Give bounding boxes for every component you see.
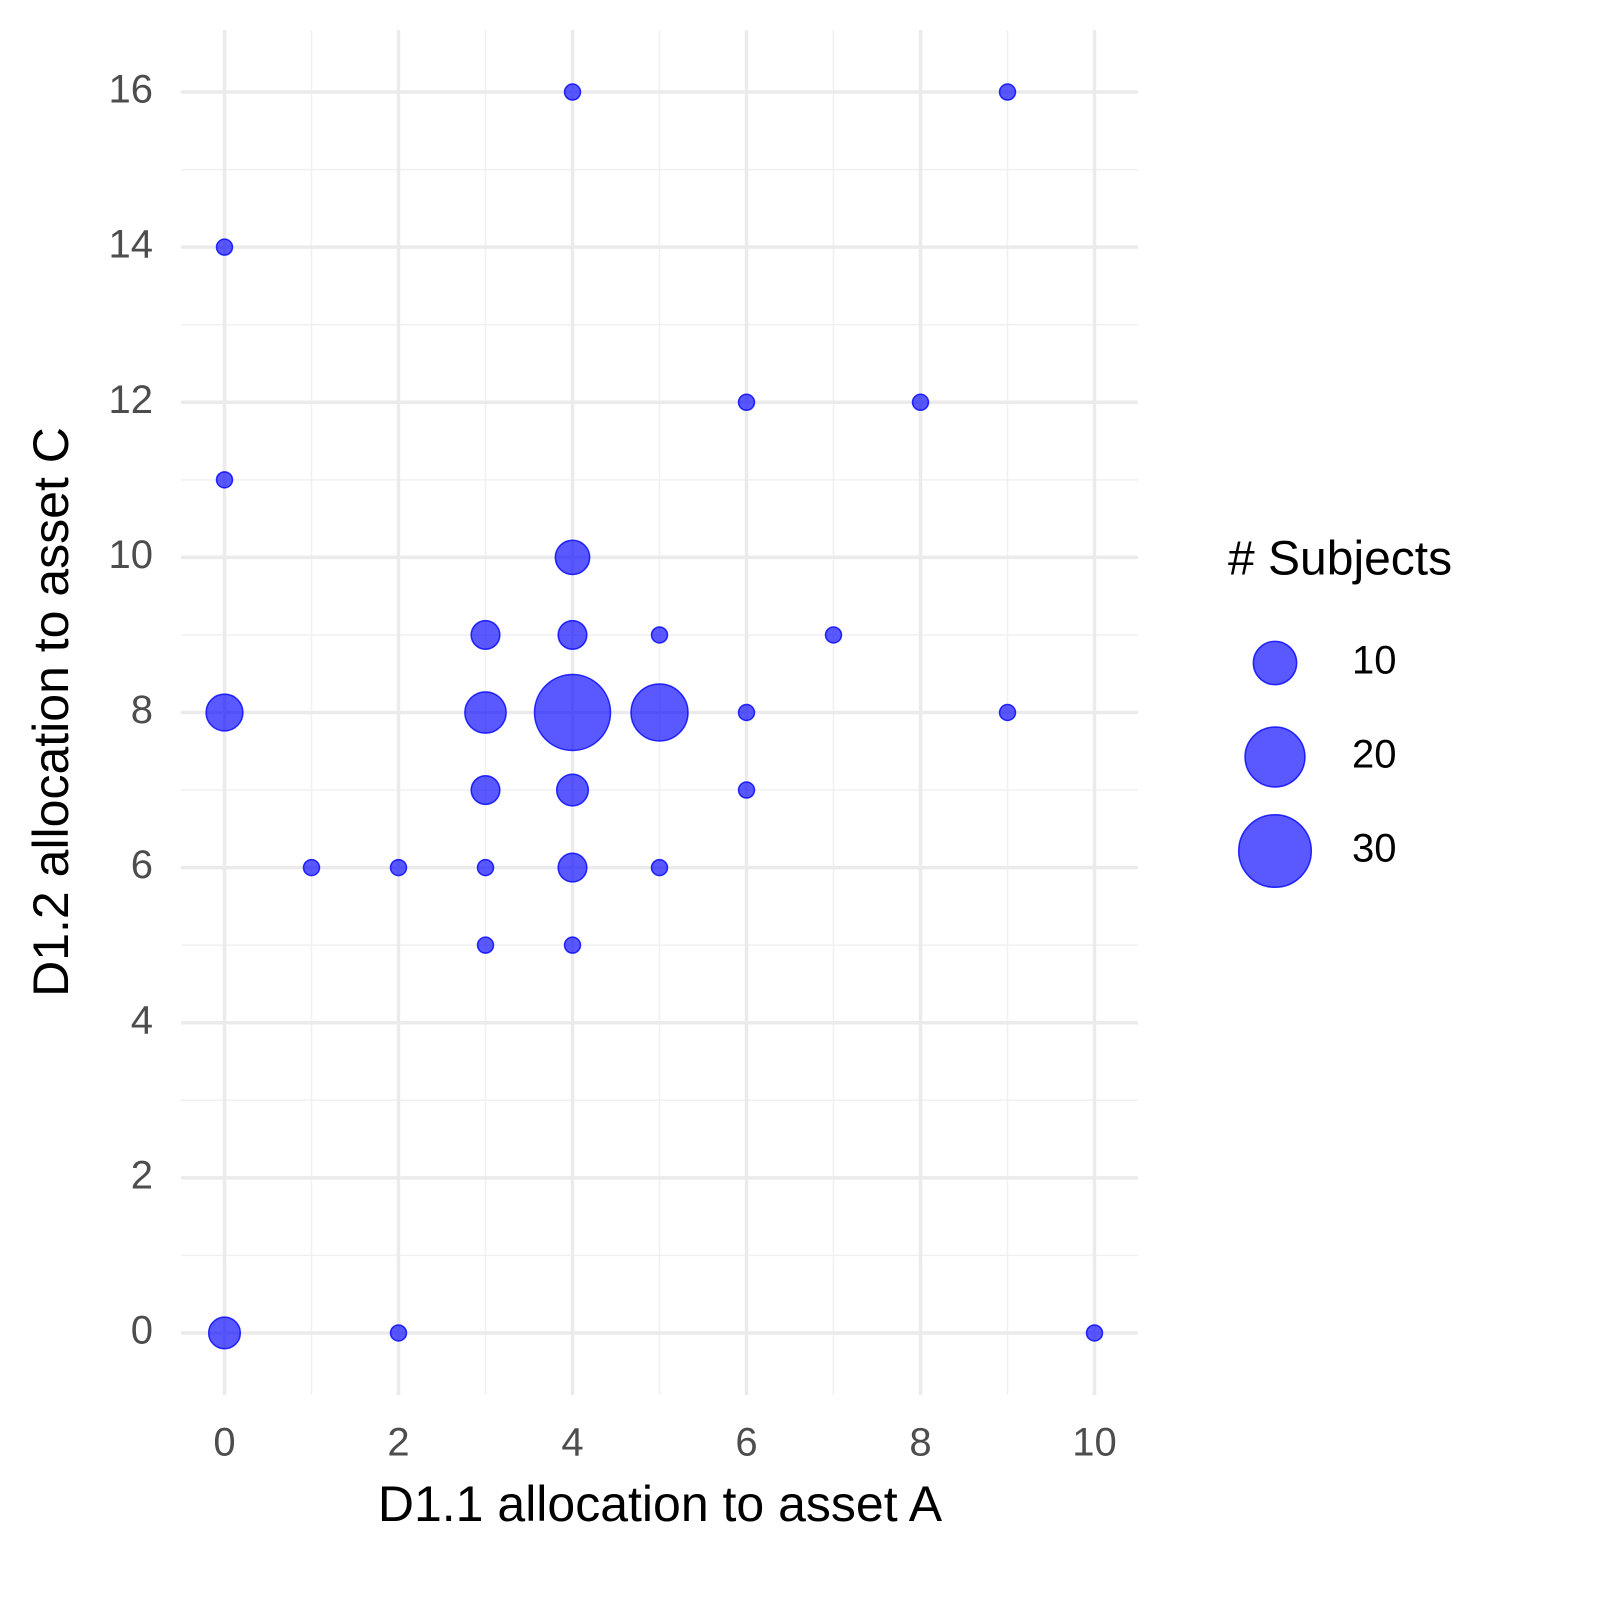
legend-label: 20: [1352, 733, 1397, 777]
bubble: [998, 703, 1017, 722]
x-tick-label: 8: [909, 1421, 931, 1465]
x-axis-title: D1.1 allocation to asset A: [378, 1476, 943, 1532]
bubble: [207, 1316, 242, 1350]
y-tick-label: 8: [131, 688, 153, 732]
y-tick-label: 14: [109, 223, 154, 267]
y-tick-label: 0: [131, 1309, 153, 1353]
legend-key: [1252, 640, 1298, 686]
bubble: [215, 238, 234, 256]
bubble: [563, 936, 582, 954]
x-tick-label: 4: [561, 1421, 583, 1465]
bubble: [205, 693, 244, 732]
y-tick-label: 10: [109, 533, 154, 577]
y-tick-label: 16: [109, 68, 154, 112]
bubble: [470, 619, 501, 651]
y-axis-title: D1.2 allocation to asset C: [23, 427, 79, 997]
x-tick-label: 2: [387, 1421, 409, 1465]
y-tick-label: 12: [109, 378, 154, 422]
bubble: [470, 774, 501, 806]
bubble: [998, 83, 1017, 101]
bubble: [389, 1324, 408, 1342]
x-tick-label: 10: [1072, 1421, 1117, 1465]
bubble: [630, 683, 689, 742]
bubble: [650, 858, 669, 877]
bubble: [824, 626, 843, 644]
bubble: [302, 858, 321, 877]
bubble: [554, 539, 591, 576]
legend-label: 30: [1352, 827, 1397, 871]
bubble: [533, 673, 612, 752]
bubble: [389, 858, 408, 877]
bubble: [737, 781, 756, 799]
bubble: [557, 619, 588, 651]
bubble: [464, 691, 507, 734]
bubble: [1085, 1324, 1104, 1342]
bubble: [215, 471, 234, 489]
legend-key: [1237, 813, 1313, 889]
bubble: [476, 936, 495, 954]
y-tick-label: 6: [131, 843, 153, 887]
bubble: [737, 393, 756, 412]
bubble: [737, 703, 756, 722]
y-tick-label: 2: [131, 1153, 153, 1197]
x-tick-label: 6: [735, 1421, 757, 1465]
bubble: [911, 393, 930, 412]
x-tick-label: 0: [213, 1421, 235, 1465]
bubble: [555, 773, 590, 807]
y-tick-label: 4: [131, 998, 153, 1042]
legend-key: [1244, 726, 1306, 788]
bubble: [557, 852, 588, 883]
bubble: [476, 858, 495, 877]
legend-label: 10: [1352, 639, 1397, 683]
bubble: [650, 626, 669, 644]
legend-title: # Subjects: [1228, 533, 1452, 586]
bubble: [563, 83, 582, 101]
